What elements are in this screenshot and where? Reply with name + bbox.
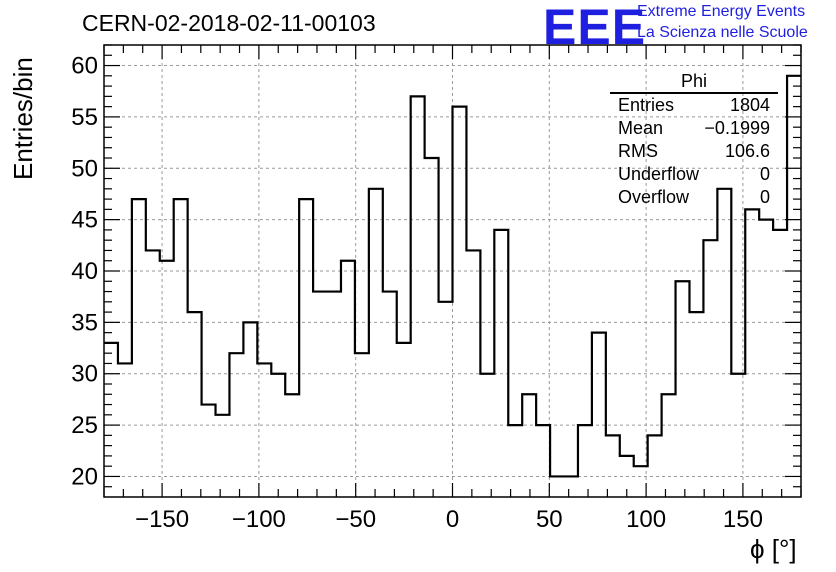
logo-text-line1: Extreme Energy Events bbox=[637, 3, 806, 20]
x-tick-label: −50 bbox=[335, 506, 376, 533]
eee-logo: EEE bbox=[543, 0, 647, 55]
stats-label: Entries bbox=[618, 95, 675, 115]
stats-value: 106.6 bbox=[724, 141, 770, 161]
y-tick-label: 40 bbox=[71, 258, 98, 285]
logo-text-line2: La Scienza nelle Scuole bbox=[637, 24, 808, 41]
stats-value: 0 bbox=[759, 187, 770, 207]
stats-value: 1804 bbox=[729, 95, 770, 115]
stats-label: Overflow bbox=[618, 187, 690, 207]
x-axis-label: ϕ [°] bbox=[750, 534, 797, 564]
x-tick-label: 50 bbox=[536, 506, 563, 533]
y-tick-label: 30 bbox=[71, 361, 98, 388]
stats-row-mean: Mean −0.1999 bbox=[610, 117, 778, 140]
stats-row-rms: RMS 106.6 bbox=[610, 140, 778, 163]
y-tick-label: 45 bbox=[71, 207, 98, 234]
stats-label: RMS bbox=[618, 141, 658, 161]
y-tick-label: 55 bbox=[71, 104, 98, 131]
y-tick-label: 50 bbox=[71, 155, 98, 182]
stats-box-title: Phi bbox=[610, 70, 778, 94]
stats-value: −0.1999 bbox=[704, 118, 770, 138]
x-tick-label: 150 bbox=[723, 506, 763, 533]
stats-label: Underflow bbox=[618, 164, 700, 184]
histogram-line bbox=[104, 74, 801, 478]
plot-title: CERN-02-2018-02-11-00103 bbox=[82, 10, 376, 36]
y-tick-label: 35 bbox=[71, 309, 98, 336]
stats-value: 0 bbox=[759, 164, 770, 184]
x-tick-label: 0 bbox=[446, 506, 459, 533]
stats-label: Mean bbox=[618, 118, 664, 138]
stats-row-overflow: Overflow 0 bbox=[610, 186, 778, 209]
x-tick-label: −100 bbox=[232, 506, 286, 533]
plot-frame bbox=[103, 44, 802, 498]
stats-box: Phi Entries 1804 Mean −0.1999 RMS 106.6 … bbox=[610, 70, 778, 209]
stats-row-underflow: Underflow 0 bbox=[610, 163, 778, 186]
x-tick-label: −150 bbox=[135, 506, 189, 533]
y-tick-label: 25 bbox=[71, 412, 98, 439]
y-tick-label: 60 bbox=[71, 53, 98, 80]
y-tick-label: 20 bbox=[71, 463, 98, 490]
y-axis-label: Entries/bin bbox=[8, 57, 38, 180]
x-tick-label: 100 bbox=[626, 506, 666, 533]
stats-row-entries: Entries 1804 bbox=[610, 94, 778, 117]
